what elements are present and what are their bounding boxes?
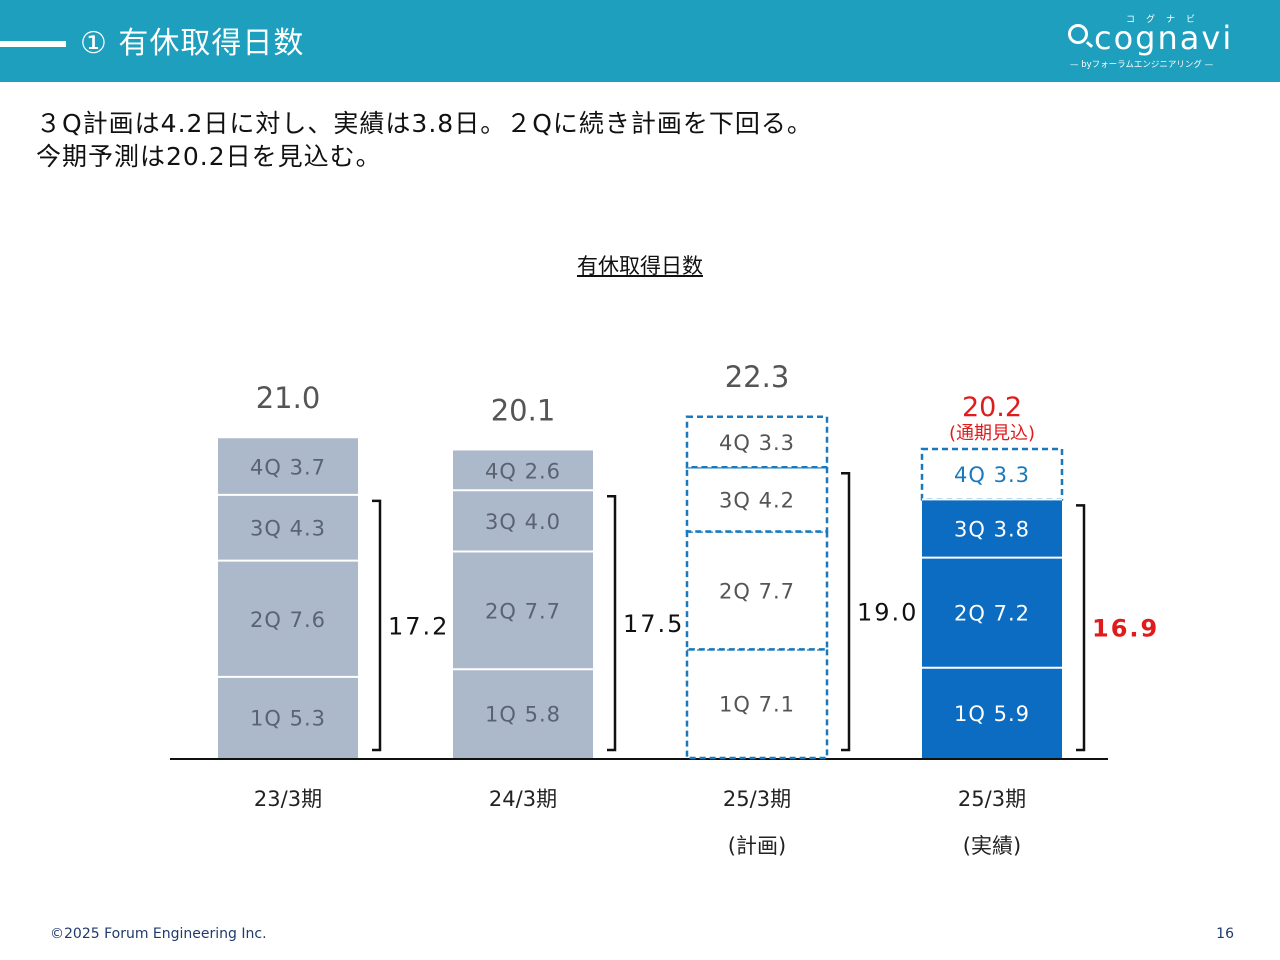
- bar-total-label: 21.0: [256, 381, 321, 415]
- bar-segment-1q-2: [453, 669, 593, 758]
- cumulative-bracket: [607, 495, 617, 752]
- bar-segment-2q-1: [218, 560, 358, 677]
- logo-kana: コグナビ: [1126, 15, 1207, 25]
- segment-label: 2Q 7.7: [719, 579, 795, 603]
- cognavi-logo: コグナビ cognavi — byフォーラムエンジニアリング —: [1066, 12, 1246, 72]
- segment-label: 3Q 4.3: [250, 517, 326, 541]
- bar-segment-4q-1: [218, 438, 358, 495]
- bar-segment-3q-2: [453, 490, 593, 552]
- bar-segment-2q-3: [685, 530, 829, 651]
- segment-label: 3Q 4.0: [485, 510, 561, 534]
- bar-total-label: 20.1: [491, 393, 556, 427]
- header-accent-line: [0, 41, 66, 47]
- segment-label: 3Q 3.8: [954, 518, 1030, 542]
- bar-segment-4q-2: [453, 450, 593, 491]
- segment-label: 1Q 5.8: [485, 703, 561, 727]
- segment-label: 2Q 7.2: [954, 602, 1030, 626]
- footer-copyright: ©2025 Forum Engineering Inc.: [50, 926, 267, 942]
- logo-subtitle: — byフォーラムエンジニアリング —: [1070, 60, 1214, 70]
- page-number: 16: [1216, 926, 1234, 942]
- cumulative-label: 19.0: [857, 599, 918, 627]
- bar-total-note: (通期見込): [949, 423, 1035, 444]
- lead-line-1: ３Q計画は4.2日に対し、実績は3.8日。２Qに続き計画を下回る。: [36, 109, 813, 138]
- cumulative-bracket: [1076, 504, 1086, 752]
- cumulative-label: 17.2: [388, 612, 449, 640]
- header-bar: [0, 0, 1280, 82]
- bar-total-label: 20.2: [962, 392, 1022, 423]
- segment-label: 1Q 5.3: [250, 706, 326, 730]
- bar-segment-3q-4: [922, 499, 1062, 558]
- segment-label: 3Q 4.2: [719, 488, 795, 512]
- logo-word: cognavi: [1094, 19, 1234, 57]
- segment-label: 4Q 3.3: [954, 463, 1030, 487]
- cumulative-bracket: [841, 472, 851, 752]
- category-sublabel: (実績): [963, 834, 1021, 858]
- bar-segment-2q-4: [922, 557, 1062, 668]
- category-label: 25/3期: [723, 787, 791, 811]
- segment-label: 4Q 3.3: [719, 431, 795, 455]
- category-label: 23/3期: [254, 787, 322, 811]
- bar-segment-4q-3: [685, 415, 829, 469]
- bar-segment-1q-4: [922, 667, 1062, 758]
- segment-label: 4Q 3.7: [250, 456, 326, 480]
- bar-segment-1q-3: [685, 648, 829, 760]
- lead-line-2: 今期予測は20.2日を見込む。: [36, 142, 382, 171]
- chart-title: 有休取得日数: [577, 254, 703, 278]
- bar-total-label: 22.3: [725, 360, 790, 394]
- category-label: 24/3期: [489, 787, 557, 811]
- segment-label: 2Q 7.6: [250, 608, 326, 632]
- logo-search-icon: [1068, 24, 1088, 44]
- bar-segment-3q-3: [685, 466, 829, 533]
- bar-segment-1q-1: [218, 676, 358, 758]
- bar-segment-3q-1: [218, 494, 358, 561]
- cumulative-bracket: [372, 499, 382, 752]
- segment-label: 4Q 2.6: [485, 459, 561, 483]
- category-sublabel: (計画): [728, 834, 786, 858]
- segment-label: 1Q 7.1: [719, 693, 795, 717]
- cumulative-label: 17.5: [623, 610, 684, 638]
- segment-label: 2Q 7.7: [485, 599, 561, 623]
- bar-segment-2q-2: [453, 551, 593, 670]
- page-title: ① 有休取得日数: [80, 26, 305, 61]
- bar-segment-4q-4: [920, 447, 1064, 501]
- segment-label: 1Q 5.9: [954, 702, 1030, 726]
- category-label: 25/3期: [958, 787, 1026, 811]
- cumulative-label: 16.9: [1092, 615, 1159, 643]
